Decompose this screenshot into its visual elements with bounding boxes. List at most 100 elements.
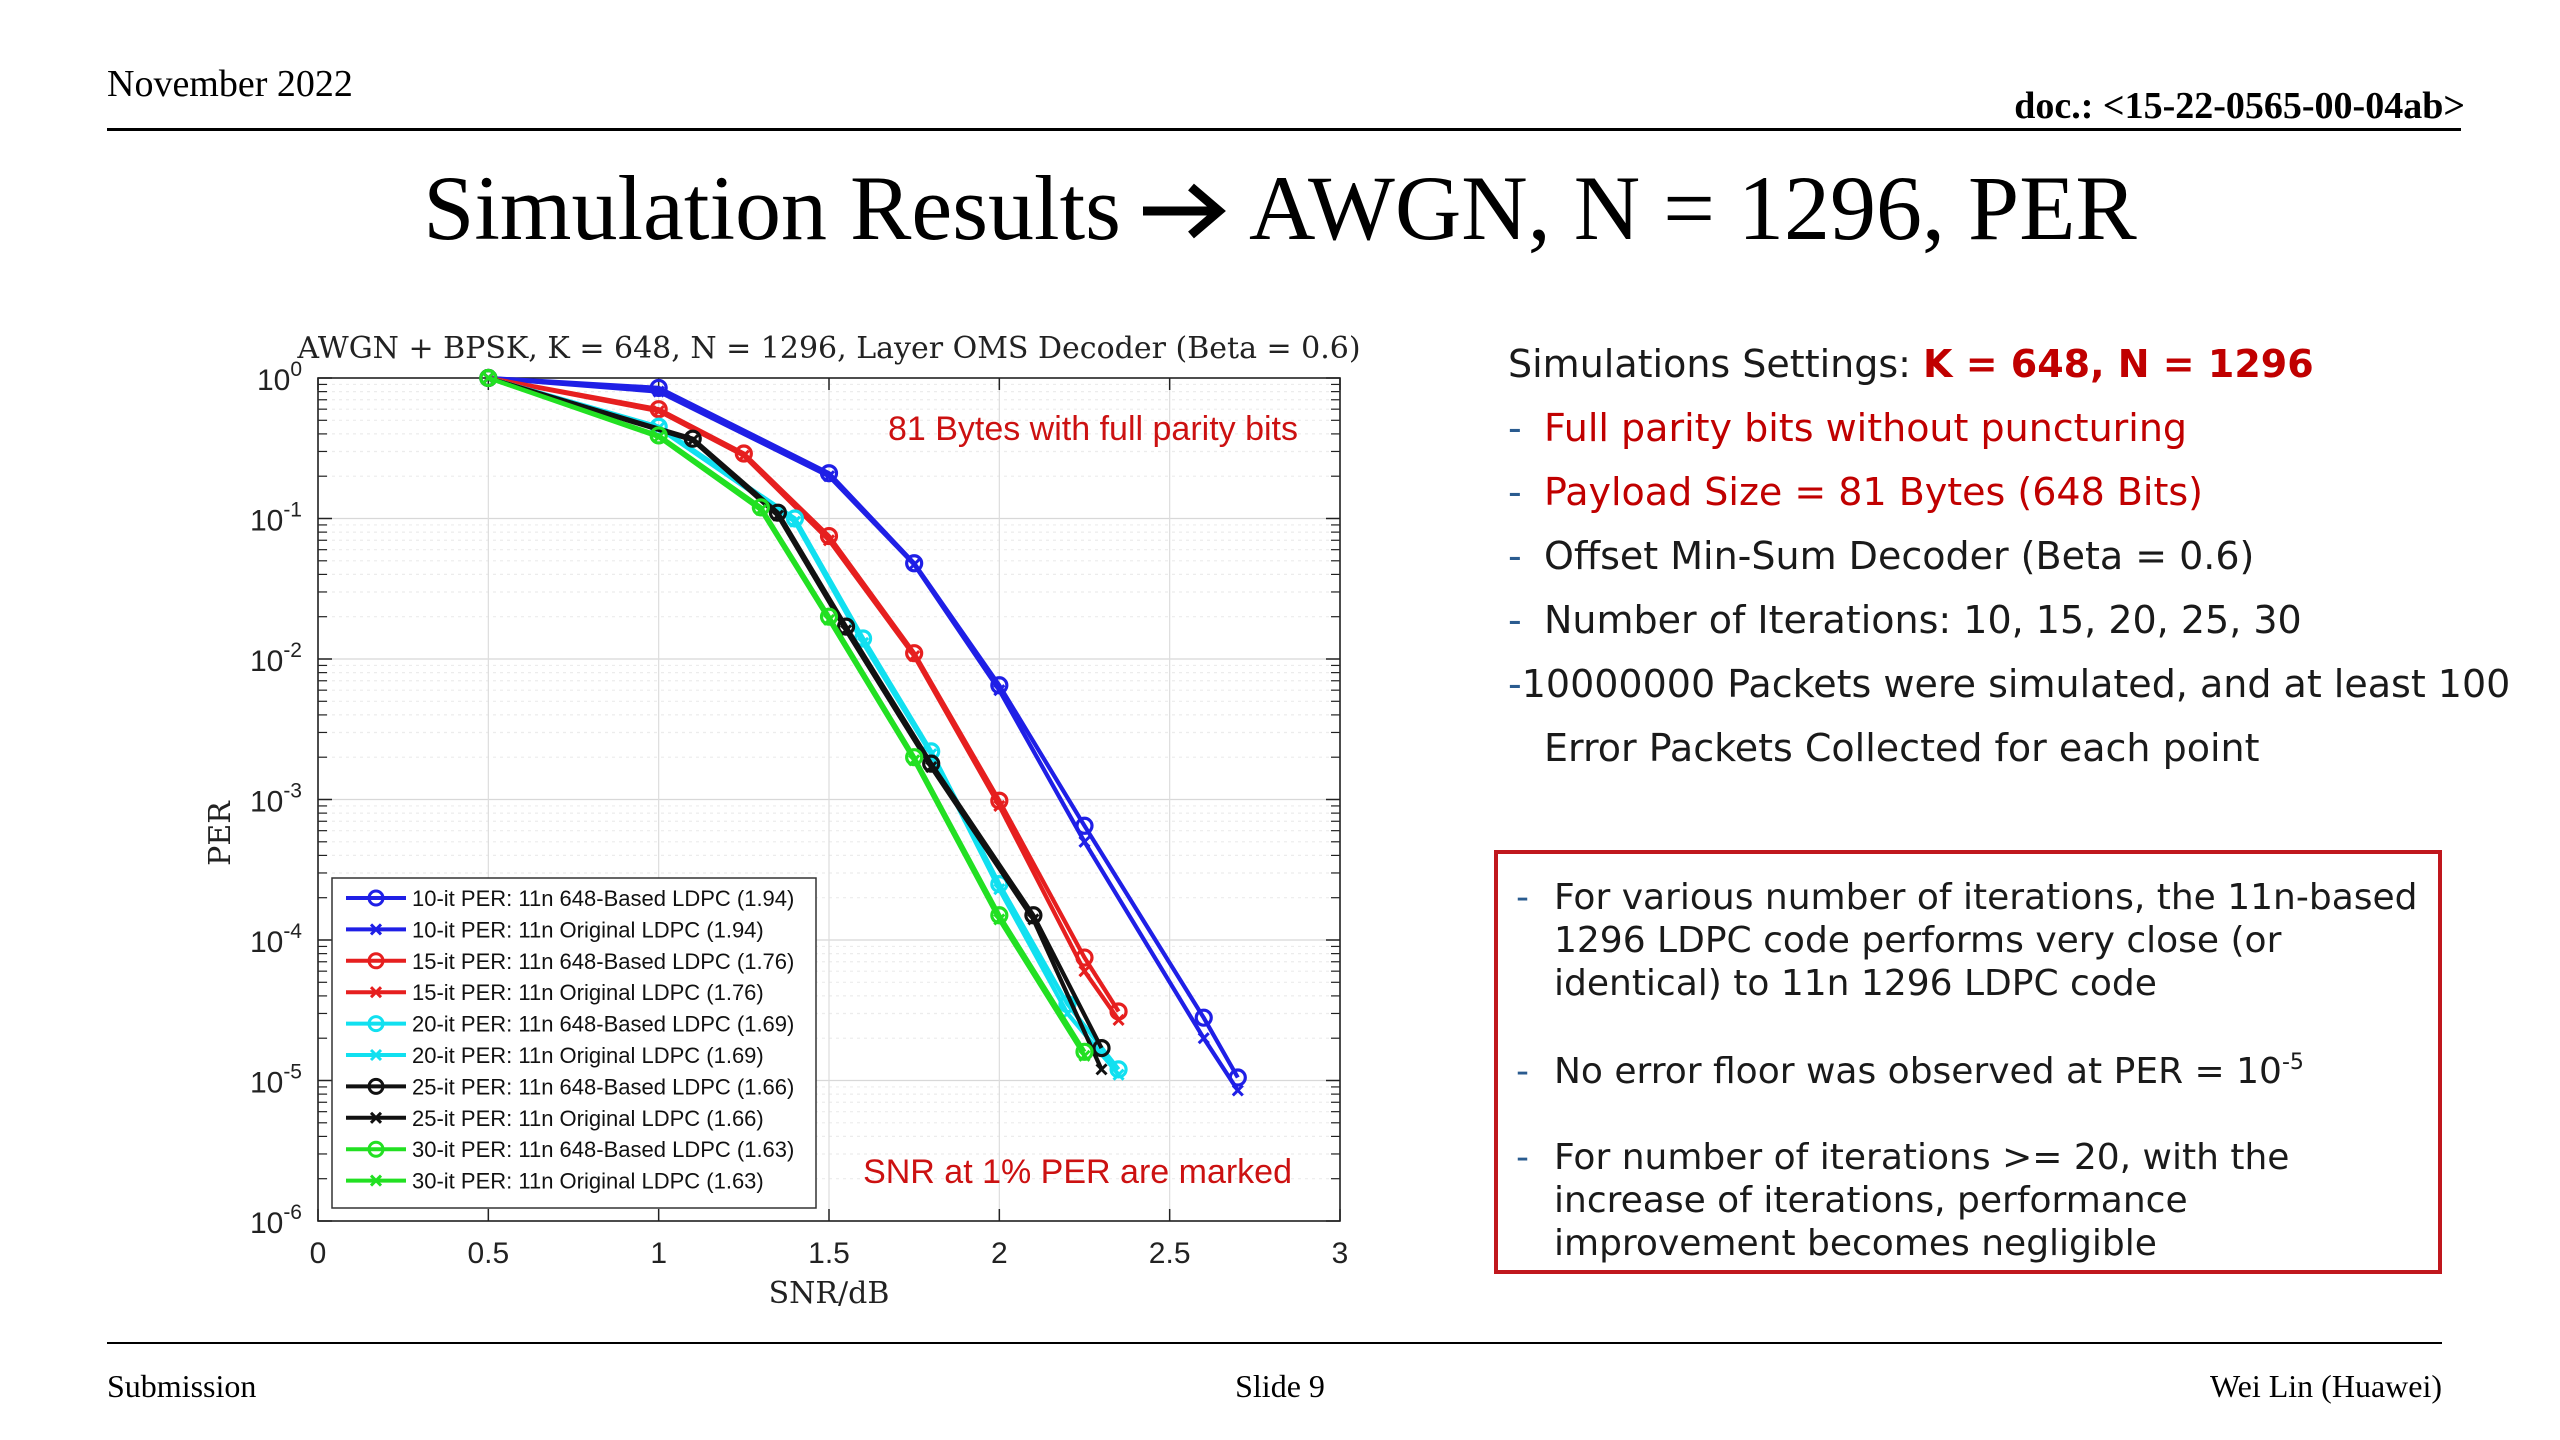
data-point [819,607,839,626]
legend-label: 10-it PER: 11n Original LDPC (1.94) [412,917,764,942]
data-point [822,470,836,483]
per-chart-svg: 0 0.5 1 1.5 2 2.5 3 100 10-1 10-2 10-3 10-4 10-5 10-6… [203,331,1361,1311]
data-point [479,368,498,388]
y-tick-label: 100 [257,358,302,397]
x-axis-label: SNR/dB [769,1276,890,1311]
x-tick-label: 0.5 [467,1237,509,1270]
settings-heading: Simulations Settings: K = 648, N = 1296 [1508,332,2508,396]
settings-heading-label: Simulations Settings: [1508,342,1911,386]
y-tick-label: 10-6 [250,1201,302,1240]
series-line [487,375,1121,1077]
legend-swatch-marker [367,1077,385,1095]
data-point [1112,1013,1125,1026]
settings-item: - Number of Iterations: 10, 15, 20, 25, 3… [1508,598,2302,642]
settings-heading-values: K = 648, N = 1296 [1923,342,2314,386]
simulation-settings: Simulations Settings: K = 648, N = 1296 … [1508,332,2511,780]
data-point [652,385,665,398]
legend-swatch-marker [367,1015,385,1033]
data-point [771,509,784,522]
data-point [1194,1008,1213,1027]
data-point [839,624,853,637]
legend-swatch-marker [369,986,383,999]
slide-title-right: AWGN, N = 1296, PER [1248,157,2137,259]
data-point [649,378,668,398]
slide-title-left: Simulation Results [423,157,1121,259]
data-point [1078,965,1091,978]
data-point [686,434,699,447]
x-tick-label: 2 [991,1237,1008,1270]
x-tick-label: 2.5 [1149,1237,1191,1270]
legend-label: 20-it PER: 11n Original LDPC (1.69) [412,1043,764,1068]
legend-label: 25-it PER: 11n Original LDPC (1.66) [412,1106,764,1131]
header-date: November 2022 [107,63,353,105]
legend-label: 30-it PER: 11n 648-Based LDPC (1.63) [412,1137,794,1162]
footer-divider [107,1342,2442,1344]
data-point [908,754,921,767]
data-point [822,534,836,547]
data-point [822,613,836,626]
settings-item: - Payload Size = 81 Bytes (648 Bits) [1508,470,2204,514]
data-point [1078,1049,1091,1062]
x-tick-label: 1 [650,1237,667,1270]
x-tick-label: 3 [1332,1237,1349,1270]
data-point [1078,835,1091,848]
chart-annotation: SNR at 1% PER are marked [863,1153,1292,1191]
legend-swatch-marker [369,1111,383,1124]
data-point [993,913,1006,926]
legend-label: 10-it PER: 11n 648-Based LDPC (1.94) [412,886,794,911]
data-point [993,799,1006,812]
legend-swatch-marker [367,889,385,907]
data-point [751,498,770,517]
data-point [652,430,665,444]
data-point [768,503,788,522]
y-tick-label: 10-2 [250,639,302,678]
data-point [1231,1084,1244,1097]
legend-label: 25-it PER: 11n 648-Based LDPC (1.66) [412,1074,794,1099]
series-line [487,375,1121,1022]
data-point [1095,1063,1108,1076]
chart-title: AWGN + BPSK, K = 648, N = 1296, Layer OM… [296,331,1360,366]
conclusions-box: - For various number of iterations, the … [1494,850,2442,1274]
data-point [482,371,495,385]
data-point [754,503,767,517]
legend-swatch-marker [369,1174,383,1187]
conclusion-item: - For various number of iterations, the … [1516,877,2418,1004]
data-point [925,761,938,774]
settings-item: - Full parity bits without puncturing [1508,406,2188,450]
conclusion-item: - No error floor was observed at PER = 1… [1516,1050,2304,1092]
legend-swatch-marker [367,952,385,970]
header-divider [107,128,2461,131]
data-point [993,883,1006,896]
conclusion-item: - For number of iterations >= 20, with t… [1516,1137,2290,1264]
settings-item: - Offset Min-Sum Decoder (Beta = 0.6) [1508,534,2255,578]
data-point [908,558,921,571]
data-point [1109,1060,1128,1079]
conclusion-exponent: -5 [2281,1050,2304,1075]
footer-submission: Submission [107,1368,257,1404]
y-axis-label: PER [203,800,238,866]
data-point [905,644,924,663]
data-point [1197,1032,1210,1045]
y-tick-label: 10-3 [250,780,302,819]
series-line [488,375,1240,1092]
data-point [788,515,801,528]
legend-label: 15-it PER: 11n Original LDPC (1.76) [412,980,764,1005]
header-doc-id: doc.: <15-22-0565-00-04ab> [2014,85,2465,127]
chart-annotation: 81 Bytes with full parity bits [888,410,1298,448]
legend-swatch-marker [367,1140,385,1158]
y-tick-label: 10-1 [250,499,302,538]
settings-item: -10000000 Packets were simulated, and at… [1508,662,2511,706]
slide-title: Simulation Results AWGN, N = 1296, PER [0,155,2560,261]
legend-label: 30-it PER: 11n Original LDPC (1.63) [412,1169,764,1194]
y-tick-label: 10-5 [250,1061,302,1100]
data-point [908,649,921,663]
legend-label: 20-it PER: 11n 648-Based LDPC (1.69) [412,1012,794,1037]
x-tick-label: 1.5 [808,1237,850,1270]
data-point [1027,913,1040,926]
right-arrow-icon [1142,183,1226,239]
per-chart: 0 0.5 1 1.5 2 2.5 3 100 10-1 10-2 10-3 10-4 10-5 10-6… [190,320,1390,1320]
data-point [737,449,750,462]
series-10 [482,371,1091,1062]
x-tick-label: 0 [310,1237,327,1270]
data-point [652,405,665,418]
